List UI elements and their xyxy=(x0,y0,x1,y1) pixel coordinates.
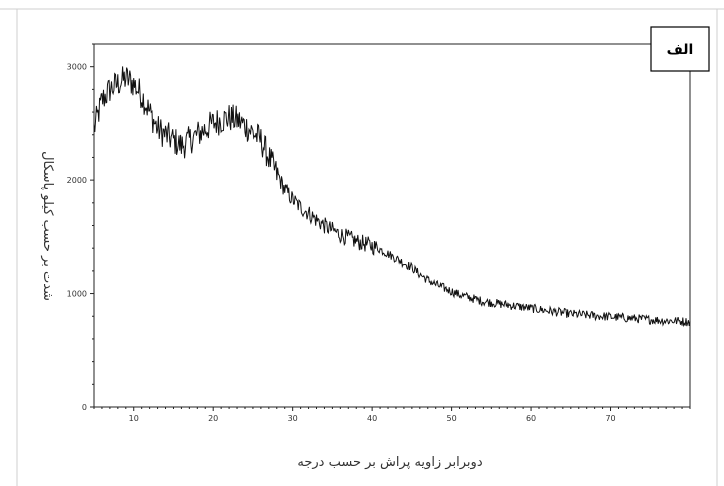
y-tick-label: 3000 xyxy=(67,63,87,72)
x-tick-label: 40 xyxy=(367,414,377,423)
y-tick-label: 2000 xyxy=(67,176,87,185)
x-tick-label: 10 xyxy=(129,414,139,423)
y-tick-label: 1000 xyxy=(67,290,87,299)
y-axis: 0 1000 2000 3000 xyxy=(67,43,94,412)
x-tick-label: 20 xyxy=(208,414,218,423)
panel-label-box: الف xyxy=(650,26,710,72)
plot-area xyxy=(93,43,691,408)
x-tick-label: 60 xyxy=(526,414,536,423)
x-tick-label: 70 xyxy=(605,414,615,423)
x-tick-label: 50 xyxy=(447,414,457,423)
series-line xyxy=(93,66,691,328)
y-tick-label: 0 xyxy=(82,403,87,412)
panel-label: الف xyxy=(667,42,694,58)
x-axis-label: دوبرابر زاویه پراش بر حسب درجه xyxy=(297,455,482,470)
outer-frame xyxy=(0,8,724,486)
y-axis-label: شدت بر حسب کیلو پاسکال xyxy=(40,151,55,301)
x-axis: 10 20 30 40 50 60 70 xyxy=(93,407,691,423)
x-tick-label: 30 xyxy=(288,414,298,423)
